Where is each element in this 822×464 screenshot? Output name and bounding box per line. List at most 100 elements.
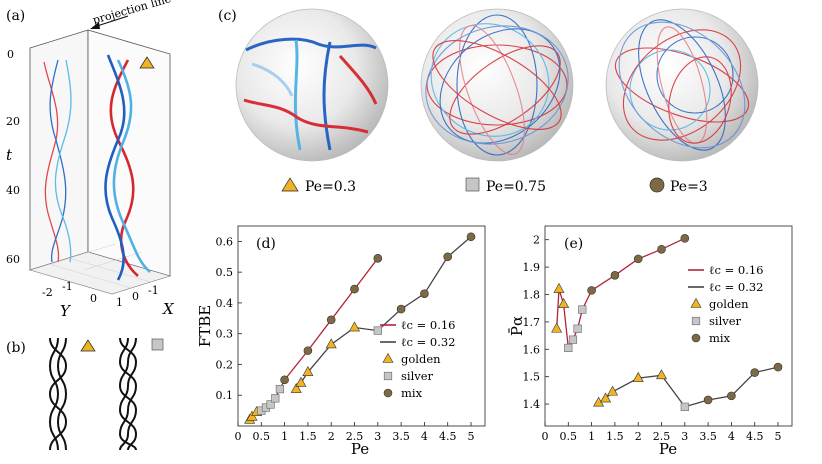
data-point-golden [290, 382, 302, 393]
data-point-mix [396, 304, 406, 314]
data-point-golden [302, 366, 314, 376]
x-tick-label: 0.5 [560, 430, 578, 443]
y-tick-label: 0.2 [216, 358, 234, 371]
panel-a-floor [28, 251, 172, 295]
chart-e-ylabel: P̄α [508, 316, 526, 336]
data-point-golden [600, 392, 612, 403]
x-tick-label: 2.5 [653, 430, 671, 443]
legend-entry-label: silver [709, 314, 742, 328]
x-tick-label: 2 [635, 430, 642, 443]
data-point-silver [568, 335, 578, 344]
data-point-silver [266, 400, 275, 409]
sphere-pe-0-3 [235, 8, 389, 162]
data-point-mix [443, 252, 453, 262]
y-tick-label: 0.4 [216, 297, 234, 310]
legend-entry-label: ℓc = 0.32 [401, 335, 456, 349]
projected-curve-lightblue [54, 59, 72, 263]
legend-entry-label: golden [401, 352, 441, 366]
x-tick-label: 3 [374, 430, 381, 443]
chart-e-ticks: 0 0.5 1 1.5 2 2.5 3 3.5 4 4.5 5 1.4 1.5 1.6 1.7 1.8 1.9 2 [523, 234, 782, 443]
data-point-mix [280, 375, 289, 385]
y-tick-label: 0.5 [216, 266, 234, 279]
x-tick-label: 2 [328, 430, 335, 443]
x-tick-label: 1 [281, 430, 288, 443]
data-point-mix [727, 391, 736, 401]
legend-mix-icon [383, 388, 393, 398]
data-point-golden [295, 376, 307, 387]
x-tick-label: 4.5 [746, 430, 764, 443]
x-tick-label: 5 [468, 430, 475, 443]
panel-a-y-tick: -1 [62, 280, 73, 293]
y-tick-label: 1.4 [523, 398, 541, 411]
legend-circle-icon [649, 177, 665, 193]
chart-e-series [551, 234, 783, 411]
data-point-mix [703, 395, 713, 405]
panel-c-label: (c) [218, 8, 237, 24]
legend-entry-label: silver [401, 369, 434, 383]
x-tick-label: 0 [235, 430, 242, 443]
data-point-golden [632, 371, 644, 382]
data-point-mix [633, 254, 643, 264]
x-tick-label: 3 [681, 430, 688, 443]
chart-e-frame [544, 225, 793, 427]
panel-a-x-tick: -1 [148, 284, 159, 297]
legend-square-icon [465, 177, 480, 192]
chart-d-xlabel: Pe [351, 440, 369, 458]
legend-pe-3: Pe=3 [670, 179, 708, 195]
chart-d-frame [237, 225, 486, 427]
legend-entry-label: mix [401, 386, 423, 400]
projected-curve-red [43, 61, 60, 263]
chart-d-legend: ℓc = 0.16 ℓc = 0.32 golden silver mix [380, 318, 456, 400]
panel-c-legend: Pe=0.3 Pe=0.75 Pe=3 [281, 177, 708, 195]
panel-c: (c) [218, 8, 759, 195]
projection-line-arrow [96, 15, 129, 27]
legend-entry-label: golden [709, 297, 749, 311]
panel-a-t-tick: 40 [6, 184, 20, 197]
y-tick-label: 1.9 [523, 261, 541, 274]
braid-diagram-silver [118, 337, 138, 451]
data-point-mix [466, 232, 476, 242]
legend-pe-0-3: Pe=0.3 [305, 179, 356, 195]
legend-triangle-icon [281, 177, 299, 192]
panel-a-braid-curves [104, 54, 151, 281]
data-point-mix [303, 346, 313, 355]
legend-golden-icon [690, 297, 702, 308]
sphere-pe-0-75 [420, 8, 574, 162]
legend-entry-label: mix [709, 331, 731, 345]
data-point-mix [610, 271, 620, 280]
projected-curve-blue [49, 59, 67, 263]
x-tick-label: 0 [542, 430, 549, 443]
data-point-golden [325, 338, 337, 349]
data-point-mix [750, 368, 760, 377]
data-point-mix [587, 286, 596, 295]
data-point-mix [680, 234, 690, 243]
chart-e: (e) Pe P̄α 0 0.5 1 1.5 2 2.5 3 3.5 4 4.5 5 1.4 1.5 1.… [508, 225, 793, 458]
panel-d-label: (d) [256, 236, 276, 252]
panel-a-y-tick: 0 [90, 292, 97, 305]
legend-entry-label: ℓc = 0.32 [709, 280, 764, 294]
y-tick-label: 0.6 [216, 235, 234, 248]
data-point-silver [573, 324, 582, 333]
x-tick-label: 1.5 [606, 430, 624, 443]
panel-a-y-label: Y [60, 302, 72, 320]
chart-d-series [244, 232, 476, 424]
panel-b-square-icon [151, 338, 164, 351]
y-tick-label: 1.8 [523, 288, 541, 301]
data-point-silver [564, 343, 573, 353]
data-point-silver [275, 384, 285, 394]
chart-d-ticks: 0 0.5 1 1.5 2 2.5 3 3.5 4 4.5 5 0.1 0.2 0.3 0.4 0.5 0.6 [216, 235, 475, 443]
y-tick-label: 0.1 [216, 389, 234, 402]
panel-a-y-tick: -2 [42, 286, 53, 299]
legend-silver-icon [691, 316, 701, 326]
projection-line-annotation: projection line [90, 0, 172, 29]
panel-a-x-tick: 1 [116, 296, 123, 309]
series-line-1 [295, 236, 472, 390]
legend-silver-icon [383, 371, 393, 381]
data-point-mix [657, 244, 666, 254]
panel-a-t-tick: 20 [6, 115, 20, 128]
panel-a-floor-grid [48, 243, 152, 289]
x-tick-label: 2.5 [346, 430, 364, 443]
y-tick-label: 1.5 [523, 371, 541, 384]
chart-d: (d) Pe FTBE 0 0.5 1 1.5 2 2.5 3 3.5 4 4.5 50.10.20… [196, 225, 486, 458]
